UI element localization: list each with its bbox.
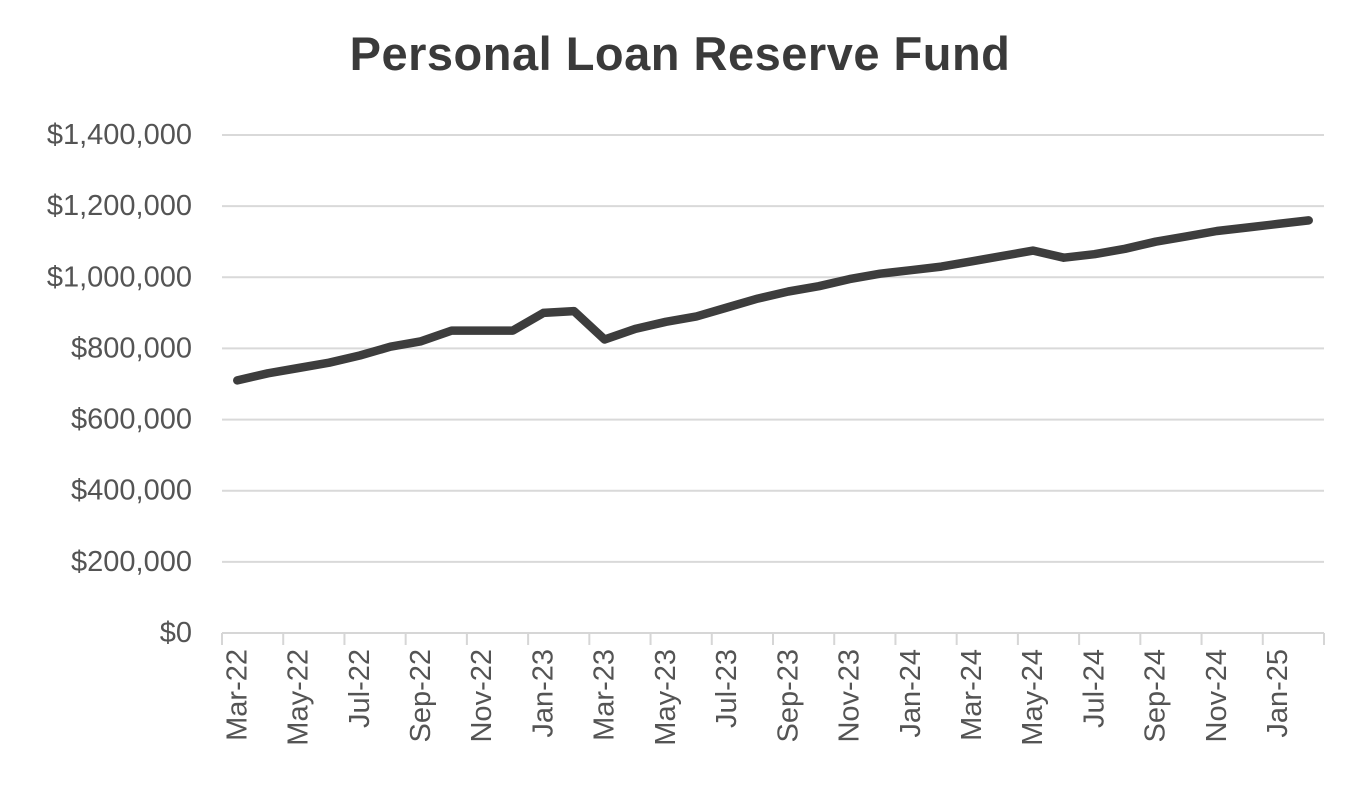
- x-tick-label: Jul-23: [711, 649, 743, 728]
- x-axis: [221, 632, 1325, 645]
- x-tick-label: Jul-24: [1078, 649, 1110, 728]
- x-tick-label: Mar-22: [221, 649, 253, 741]
- x-tick-label: Jan-23: [527, 649, 559, 738]
- y-tick-label: $1,000,000: [47, 261, 192, 293]
- x-tick-label: Mar-23: [589, 649, 621, 741]
- y-tick-label: $800,000: [71, 332, 192, 364]
- x-tick-label: Sep-24: [1140, 649, 1172, 743]
- x-tick-label: Mar-24: [956, 649, 988, 741]
- y-axis-labels: $0 $200,000 $400,000 $600,000 $800,000 $1,000…: [47, 119, 192, 649]
- line-series-group: [233, 216, 1313, 385]
- y-tick-label: $1,200,000: [47, 190, 192, 222]
- x-tick-label: Jan-24: [895, 649, 927, 738]
- x-tick-label: May-23: [650, 649, 682, 746]
- x-tick-label: Sep-23: [772, 649, 804, 743]
- x-tick-label: Nov-22: [466, 649, 498, 743]
- x-tick-label: Nov-23: [834, 649, 866, 743]
- x-tick-label: May-22: [283, 649, 315, 746]
- x-tick-label: Sep-22: [405, 649, 437, 743]
- x-tick-label: Jan-25: [1262, 649, 1294, 738]
- y-tick-label: $400,000: [71, 475, 192, 507]
- x-tick-label: Nov-24: [1201, 649, 1233, 743]
- y-tick-label: $200,000: [71, 546, 192, 578]
- y-tick-label: $600,000: [71, 404, 192, 436]
- y-tick-label: $0: [160, 617, 192, 649]
- x-tick-label: Jul-22: [344, 649, 376, 728]
- chart-title: Personal Loan Reserve Fund: [350, 27, 1011, 80]
- reserve-fund-line: [233, 216, 1313, 385]
- x-tick-label: May-24: [1017, 649, 1049, 746]
- gridlines: [222, 134, 1324, 563]
- y-tick-label: $1,400,000: [47, 119, 192, 151]
- x-axis-labels: Mar-22 May-22 Jul-22 Sep-22 Nov-22 Jan-23 Mar-…: [221, 649, 1294, 746]
